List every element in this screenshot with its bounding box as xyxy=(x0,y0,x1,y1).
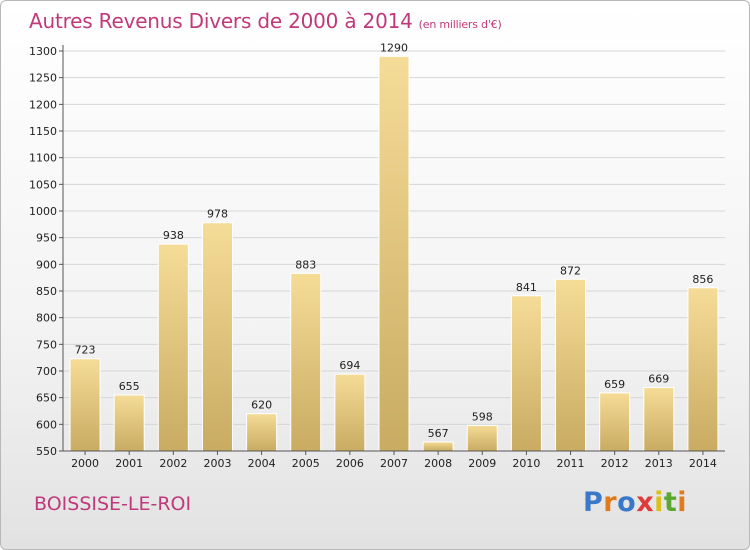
bar-value-label: 669 xyxy=(648,373,669,386)
y-tick-label: 1150 xyxy=(29,125,57,138)
chart-subtitle: (en milliers d'€) xyxy=(418,18,502,31)
x-tick-label: 2004 xyxy=(248,457,276,470)
bar xyxy=(334,373,366,452)
bar-value-label: 978 xyxy=(207,208,228,221)
y-tick-label: 700 xyxy=(36,365,57,378)
bar-value-label: 872 xyxy=(560,264,581,277)
bar-value-label: 883 xyxy=(295,258,316,271)
x-tick-label: 2012 xyxy=(601,457,629,470)
bar-value-label: 938 xyxy=(163,229,184,242)
x-tick-label: 2011 xyxy=(557,457,585,470)
bar-value-label: 655 xyxy=(119,380,140,393)
chart-title: Autres Revenus Divers de 2000 à 2014 (en … xyxy=(29,9,502,33)
logo-letter: t xyxy=(663,487,678,518)
y-tick-label: 1250 xyxy=(29,72,57,85)
y-tick-label: 850 xyxy=(36,285,57,298)
bar-value-label: 598 xyxy=(472,410,493,423)
proxiti-logo: Proxiti xyxy=(583,487,687,518)
bar-value-label: 841 xyxy=(516,281,537,294)
bar-value-label: 694 xyxy=(339,359,360,372)
bar xyxy=(378,55,410,452)
x-tick-label: 2007 xyxy=(380,457,408,470)
x-tick-label: 2006 xyxy=(336,457,364,470)
place-name: BOISSISE-LE-ROI xyxy=(34,493,192,515)
bar xyxy=(687,287,719,452)
chart-title-text: Autres Revenus Divers de 2000 à 2014 xyxy=(29,9,413,33)
y-tick-label: 600 xyxy=(36,418,57,431)
x-tick-label: 2013 xyxy=(645,457,673,470)
x-tick-label: 2005 xyxy=(292,457,320,470)
y-axis: 550 600 650 700 750 800 850 900 950 1000 1050 1100 1… xyxy=(29,45,64,458)
x-tick-label: 2010 xyxy=(512,457,540,470)
bar xyxy=(466,424,498,452)
logo-letter: x xyxy=(636,487,655,518)
y-tick-label: 650 xyxy=(36,392,57,405)
bar xyxy=(643,387,675,452)
logo-letter: r xyxy=(603,487,618,518)
bar xyxy=(422,441,454,452)
bar-value-label: 567 xyxy=(428,427,449,440)
bar xyxy=(69,358,101,452)
y-tick-label: 1300 xyxy=(29,45,57,58)
x-tick-label: 2001 xyxy=(115,457,143,470)
x-axis: 2000 2001 2002 2003 2004 2005 2006 2007 2008 2009… xyxy=(63,450,725,470)
x-tick-label: 2009 xyxy=(468,457,496,470)
bar xyxy=(290,272,322,452)
bar-value-label: 1290 xyxy=(380,41,408,54)
x-tick-label: 2002 xyxy=(159,457,187,470)
bar-value-label: 723 xyxy=(75,344,96,357)
logo-letter: i xyxy=(677,487,688,518)
bar xyxy=(510,295,542,452)
y-tick-label: 750 xyxy=(36,338,57,351)
x-tick-label: 2014 xyxy=(689,457,717,470)
y-tick-label: 1100 xyxy=(29,152,57,165)
x-tick-label: 2008 xyxy=(424,457,452,470)
bar-value-label: 659 xyxy=(604,378,625,391)
y-tick-label: 1000 xyxy=(29,205,57,218)
y-tick-label: 1050 xyxy=(29,178,57,191)
logo-letter: o xyxy=(617,487,637,518)
bar xyxy=(157,243,189,452)
bar xyxy=(555,278,587,452)
y-tick-label: 950 xyxy=(36,232,57,245)
y-tick-label: 550 xyxy=(36,445,57,458)
logo-letter: i xyxy=(654,487,664,518)
x-tick-label: 2000 xyxy=(71,457,99,470)
bars: 723 655 938 978 620 883 694 1290 567 598 841 872 659… xyxy=(69,41,719,452)
bar xyxy=(201,222,233,452)
logo-letter: P xyxy=(583,487,604,518)
y-tick-label: 1200 xyxy=(29,98,57,111)
bar xyxy=(599,392,631,452)
bar-value-label: 620 xyxy=(251,399,272,412)
x-tick-label: 2003 xyxy=(203,457,231,470)
bar xyxy=(246,413,278,452)
y-tick-label: 900 xyxy=(36,258,57,271)
y-tick-label: 800 xyxy=(36,312,57,325)
bar-value-label: 856 xyxy=(692,273,713,286)
bar xyxy=(113,394,145,452)
